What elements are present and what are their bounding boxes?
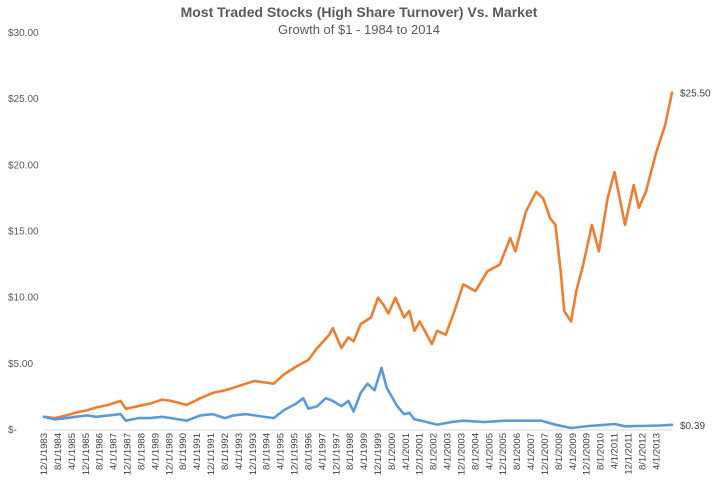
x-tick-label: 8/1/1990 [178,433,189,470]
x-tick-label: 4/1/2009 [568,433,579,470]
x-tick-label: 4/1/2013 [651,433,662,470]
x-tick-label: 8/1/1998 [345,433,356,470]
y-tick-label: $- [8,425,17,436]
x-tick-label: 8/1/2002 [429,433,440,470]
x-tick-label: 12/1/2005 [498,433,509,475]
x-tick-label: 8/1/1994 [262,433,273,470]
x-tick-label: 4/1/2011 [610,433,621,469]
x-tick-label: 12/1/1993 [248,433,259,475]
x-tick-label: 8/1/2012 [637,433,648,470]
y-tick-label: $5.00 [8,359,33,370]
x-tick-label: 4/1/1995 [276,433,287,470]
x-tick-label: 12/1/2001 [415,433,426,475]
x-tick-label: 12/1/2003 [456,433,467,475]
x-tick-label: 8/1/2010 [596,433,607,470]
series-line-0 [42,91,674,420]
x-tick-label: 12/1/1989 [164,433,175,475]
x-tick-label: 8/1/1992 [220,433,231,470]
series-end-label: $0.39 [680,421,705,432]
x-tick-label: 12/1/1987 [122,433,133,475]
y-tick-label: $30.00 [8,28,39,39]
y-tick-label: $25.00 [8,94,39,105]
x-tick-label: 8/1/2000 [387,433,398,470]
x-tick-label: 12/1/1997 [331,433,342,475]
x-tick-label: 4/1/1999 [359,433,370,470]
y-tick-label: $15.00 [8,227,39,238]
x-tick-label: 12/1/1985 [81,433,92,475]
x-tick-label: 4/1/1987 [109,433,120,470]
x-tick-label: 4/1/1991 [192,433,203,470]
x-tick-label: 8/1/1988 [136,433,147,470]
x-tick-label: 12/1/2009 [582,433,593,475]
x-tick-label: 4/1/1989 [150,433,161,470]
x-tick-label: 8/1/2006 [512,433,523,470]
x-tick-label: 4/1/2007 [526,433,537,470]
x-tick-label: 12/1/1999 [373,433,384,475]
x-tick-label: 4/1/1985 [67,433,78,470]
x-tick-label: 12/1/2007 [540,433,551,475]
x-tick-label: 8/1/1984 [53,433,64,470]
x-tick-label: 12/1/1995 [289,433,300,475]
x-tick-label: 4/1/2003 [443,433,454,470]
x-tick-label: 4/1/1997 [317,433,328,470]
x-tick-label: 4/1/1993 [234,433,245,470]
y-tick-label: $20.00 [8,160,39,171]
chart-title: Most Traded Stocks (High Share Turnover)… [180,4,538,20]
series-line-1 [42,366,674,430]
x-tick-label: 12/1/2011 [623,433,634,475]
x-tick-label: 4/1/2001 [401,433,412,470]
x-tick-label: 8/1/1986 [95,433,106,470]
series-end-label: $25.50 [680,89,711,100]
x-tick-label: 8/1/2004 [470,433,481,470]
x-tick-label: 12/1/1991 [206,433,217,475]
x-tick-label: 8/1/2008 [554,433,565,470]
x-tick-label: 4/1/2005 [484,433,495,470]
chart-subtitle: Growth of $1 - 1984 to 2014 [278,22,440,37]
x-tick-label: 12/1/1983 [39,433,50,475]
x-tick-label: 8/1/1996 [303,433,314,470]
y-tick-label: $10.00 [8,293,39,304]
